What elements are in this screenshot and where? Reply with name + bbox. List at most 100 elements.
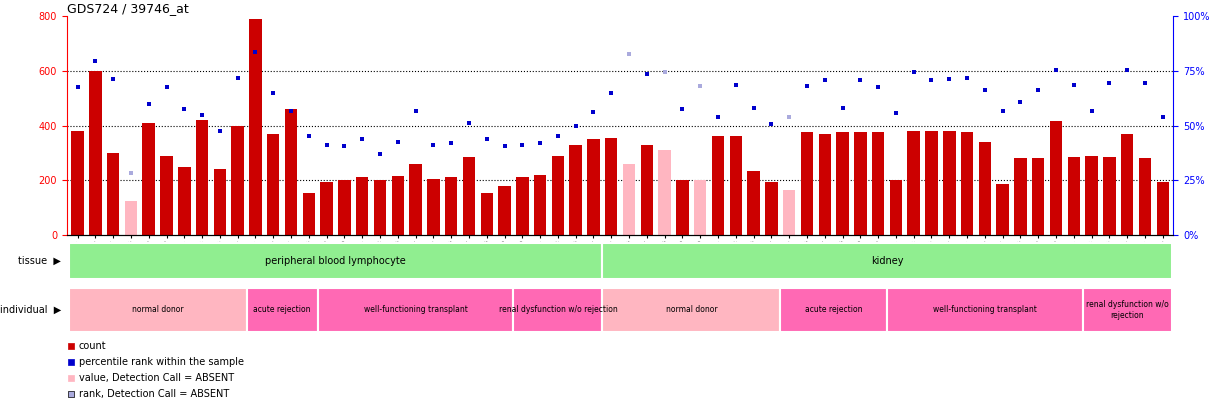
Point xyxy=(122,170,141,177)
Point xyxy=(868,84,888,90)
Point xyxy=(441,140,461,147)
Text: percentile rank within the sample: percentile rank within the sample xyxy=(79,357,244,367)
Point xyxy=(1064,81,1083,88)
Bar xyxy=(944,131,956,235)
Bar xyxy=(800,132,814,235)
Bar xyxy=(107,153,119,235)
Point xyxy=(513,141,533,148)
Point xyxy=(1010,99,1030,106)
Bar xyxy=(1082,288,1172,332)
Bar xyxy=(569,145,582,235)
Point xyxy=(495,143,514,149)
Bar xyxy=(247,288,317,332)
Bar xyxy=(338,180,350,235)
Point xyxy=(886,110,906,117)
Text: acute rejection: acute rejection xyxy=(805,305,862,314)
Point xyxy=(619,51,638,58)
Point xyxy=(460,119,479,126)
Text: well-functioning transplant: well-functioning transplant xyxy=(933,305,1037,314)
Point xyxy=(281,107,300,114)
Bar xyxy=(410,164,422,235)
Text: normal donor: normal donor xyxy=(665,305,717,314)
Point xyxy=(726,81,745,88)
Point xyxy=(370,151,389,158)
Bar xyxy=(641,145,653,235)
Bar xyxy=(72,131,84,235)
Bar xyxy=(602,288,781,332)
Point xyxy=(584,109,603,115)
Point xyxy=(691,83,710,89)
Point xyxy=(637,70,657,77)
Point xyxy=(227,75,247,81)
Bar xyxy=(373,180,387,235)
Text: renal dysfunction w/o
rejection: renal dysfunction w/o rejection xyxy=(1086,300,1169,320)
Point xyxy=(744,104,764,111)
Point xyxy=(371,271,390,278)
Bar xyxy=(268,134,280,235)
Bar xyxy=(89,71,102,235)
Bar xyxy=(214,169,226,235)
Bar xyxy=(890,180,902,235)
Point xyxy=(957,75,976,81)
Point xyxy=(708,114,727,121)
Bar xyxy=(818,134,831,235)
Bar xyxy=(886,288,1082,332)
Bar xyxy=(1156,181,1169,235)
Point xyxy=(1118,66,1137,73)
Bar xyxy=(783,190,795,235)
Bar xyxy=(142,123,154,235)
Bar xyxy=(711,136,725,235)
Bar xyxy=(1068,157,1080,235)
Bar xyxy=(676,180,688,235)
Point xyxy=(1046,66,1065,73)
Bar xyxy=(1032,158,1045,235)
Point xyxy=(655,69,675,75)
Text: count: count xyxy=(79,341,107,351)
Point xyxy=(922,77,941,84)
Bar xyxy=(837,132,849,235)
Bar xyxy=(854,132,867,235)
Point xyxy=(1099,80,1119,86)
Bar xyxy=(606,138,618,235)
Bar xyxy=(1138,158,1152,235)
Bar xyxy=(480,192,492,235)
Point xyxy=(334,143,354,149)
Point xyxy=(423,141,443,148)
Point xyxy=(157,84,176,90)
Point xyxy=(371,126,390,132)
Text: rank, Detection Call = ABSENT: rank, Detection Call = ABSENT xyxy=(79,389,229,399)
Bar xyxy=(658,150,671,235)
Point xyxy=(477,136,496,143)
Point xyxy=(1082,107,1102,114)
Point xyxy=(548,133,568,140)
Bar xyxy=(1121,134,1133,235)
Point xyxy=(851,77,871,84)
Bar xyxy=(781,288,886,332)
Bar xyxy=(231,126,244,235)
Bar xyxy=(1086,156,1098,235)
Point xyxy=(602,90,621,96)
Bar xyxy=(979,142,991,235)
Bar xyxy=(996,184,1009,235)
Point xyxy=(940,76,959,82)
Text: individual  ▶: individual ▶ xyxy=(0,305,61,315)
Bar xyxy=(463,157,475,235)
Point xyxy=(85,58,105,64)
Point xyxy=(299,133,319,140)
Bar xyxy=(125,201,137,235)
Text: value, Detection Call = ABSENT: value, Detection Call = ABSENT xyxy=(79,373,233,383)
Bar xyxy=(499,185,511,235)
Bar xyxy=(925,131,938,235)
Bar xyxy=(534,175,546,235)
Point xyxy=(175,106,195,112)
Bar xyxy=(516,177,529,235)
Point xyxy=(68,84,88,90)
Bar xyxy=(748,171,760,235)
Bar xyxy=(961,132,973,235)
Point xyxy=(353,136,372,143)
Bar xyxy=(317,288,513,332)
Point xyxy=(975,87,995,93)
Bar xyxy=(587,139,599,235)
Bar xyxy=(196,120,208,235)
Bar xyxy=(513,288,602,332)
